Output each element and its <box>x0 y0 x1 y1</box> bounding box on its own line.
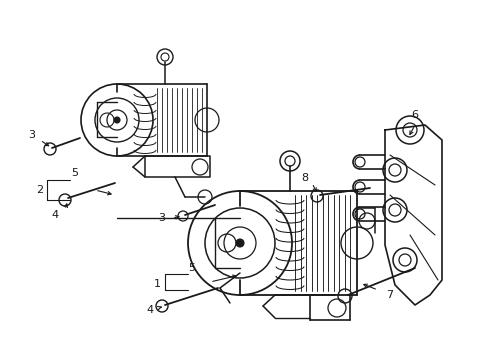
Text: 6: 6 <box>411 110 418 120</box>
Text: 4: 4 <box>146 305 153 315</box>
Text: 8: 8 <box>301 173 308 183</box>
Text: 5: 5 <box>188 263 195 273</box>
Text: 5: 5 <box>71 168 79 178</box>
Text: 7: 7 <box>386 290 393 300</box>
Circle shape <box>114 117 120 123</box>
Text: 4: 4 <box>51 210 59 220</box>
Text: 2: 2 <box>37 185 43 195</box>
Text: 3: 3 <box>158 213 165 223</box>
Text: 1: 1 <box>153 279 160 289</box>
Text: 3: 3 <box>28 130 36 140</box>
Circle shape <box>236 239 244 247</box>
